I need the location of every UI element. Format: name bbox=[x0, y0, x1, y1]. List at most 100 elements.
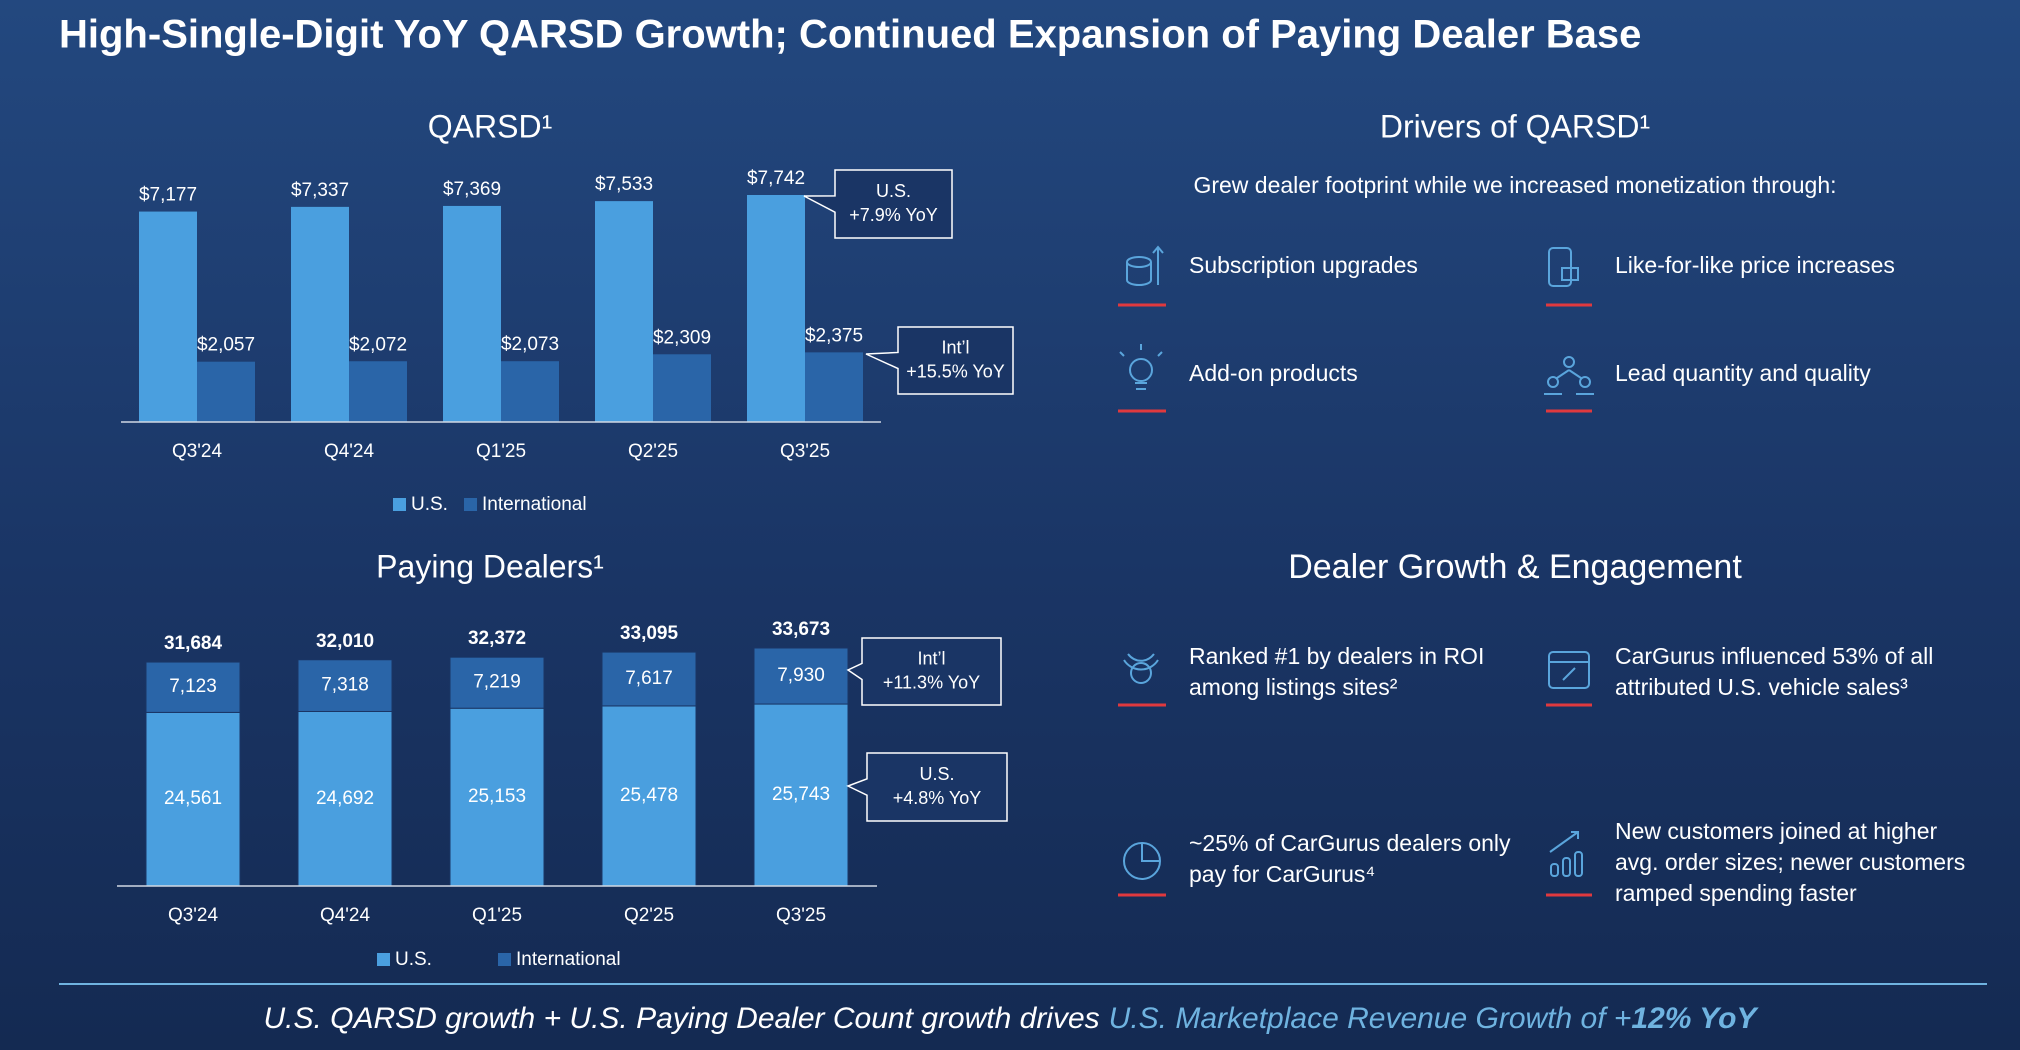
icon bbox=[1549, 831, 1583, 877]
bar bbox=[653, 354, 711, 422]
annotation-box bbox=[865, 326, 1014, 395]
value-label: $7,177 bbox=[139, 185, 197, 206]
engagement-line: Ranked #1 by dealers in ROI bbox=[1189, 643, 1484, 669]
segment-label: 25,743 bbox=[772, 784, 830, 805]
annotation-box bbox=[846, 752, 1008, 822]
segment-label: 24,561 bbox=[164, 788, 222, 809]
engagement-line: avg. order sizes; newer customers bbox=[1615, 849, 1965, 875]
driver-item: Add-on products bbox=[1189, 360, 1358, 386]
icon bbox=[1123, 653, 1159, 684]
total-label: 32,010 bbox=[316, 631, 374, 652]
engagement-title: Dealer Growth & Engagement bbox=[1288, 548, 1742, 586]
annotation-box bbox=[846, 637, 1002, 706]
footer: U.S. QARSD growth + U.S. Paying Dealer C… bbox=[0, 1002, 2020, 1036]
segment-label: 24,692 bbox=[316, 788, 374, 809]
annotation-line: Int’l bbox=[941, 337, 969, 357]
legend-swatch bbox=[498, 953, 511, 966]
total-label: 31,684 bbox=[164, 633, 223, 654]
drivers-subtitle: Grew dealer footprint while we increased… bbox=[1193, 172, 1836, 198]
chart-title: Paying Dealers¹ bbox=[376, 548, 604, 584]
bar-segment bbox=[753, 647, 849, 705]
total-label: 33,673 bbox=[772, 619, 830, 640]
legend-swatch bbox=[393, 498, 406, 511]
bar-segment bbox=[449, 656, 545, 709]
legend-label: International bbox=[516, 949, 621, 970]
value-label: $2,375 bbox=[805, 325, 863, 346]
segment-label: 7,318 bbox=[321, 675, 369, 696]
annotation-line: U.S. bbox=[876, 181, 911, 201]
annotation-line: +15.5% YoY bbox=[906, 361, 1005, 381]
icon bbox=[1544, 356, 1594, 395]
bar bbox=[747, 195, 805, 422]
x-tick-label: Q1'25 bbox=[476, 441, 526, 462]
annotation-line: +11.3% YoY bbox=[883, 672, 980, 692]
footer-text: U.S. QARSD growth + U.S. Paying Dealer C… bbox=[263, 1002, 1100, 1035]
bar-segment bbox=[297, 710, 393, 887]
annotation-line: U.S. bbox=[919, 764, 954, 784]
x-tick-label: Q3'25 bbox=[780, 441, 830, 462]
value-label: $2,057 bbox=[197, 335, 255, 356]
x-tick-label: Q3'24 bbox=[168, 905, 219, 926]
legend-label: U.S. bbox=[395, 949, 432, 970]
engagement-line: attributed U.S. vehicle sales³ bbox=[1615, 674, 1908, 700]
x-tick-label: Q3'24 bbox=[172, 441, 223, 462]
bar bbox=[595, 201, 653, 422]
bar-segment bbox=[449, 707, 545, 887]
x-tick-label: Q4'24 bbox=[324, 441, 375, 462]
segment-label: 7,219 bbox=[473, 672, 521, 693]
x-tick-label: Q1'25 bbox=[472, 905, 522, 926]
value-label: $7,337 bbox=[291, 180, 349, 201]
segment-label: 25,153 bbox=[468, 786, 526, 807]
value-label: $7,369 bbox=[443, 179, 501, 200]
annotation-line: +7.9% YoY bbox=[849, 205, 938, 225]
engagement-line: New customers joined at higher bbox=[1615, 818, 1937, 844]
legend-swatch bbox=[464, 498, 477, 511]
segment-label: 7,930 bbox=[777, 665, 825, 686]
bar-segment bbox=[753, 703, 849, 887]
driver-item: Like-for-like price increases bbox=[1615, 252, 1895, 278]
value-label: $2,309 bbox=[653, 327, 711, 348]
drivers-title: Drivers of QARSD¹ bbox=[1380, 108, 1650, 144]
bar bbox=[443, 205, 501, 422]
value-label: $2,072 bbox=[349, 334, 407, 355]
footer-highlight: U.S. Marketplace Revenue Growth of + bbox=[1108, 1002, 1632, 1035]
engagement-line: ramped spending faster bbox=[1615, 880, 1857, 906]
bar bbox=[349, 361, 407, 422]
total-label: 33,095 bbox=[620, 623, 679, 644]
driver-item: Subscription upgrades bbox=[1189, 252, 1418, 278]
bar bbox=[197, 361, 255, 422]
bar bbox=[501, 361, 559, 422]
engagement-line: pay for CarGurus⁴ bbox=[1189, 861, 1375, 887]
bar-segment bbox=[601, 705, 697, 887]
segment-label: 25,478 bbox=[620, 785, 678, 806]
icon bbox=[1548, 651, 1590, 689]
driver-item: Lead quantity and quality bbox=[1615, 360, 1871, 386]
bar-segment bbox=[297, 659, 393, 712]
value-label: $7,533 bbox=[595, 174, 653, 195]
icon bbox=[1548, 247, 1579, 287]
bar bbox=[805, 352, 863, 422]
legend-swatch bbox=[377, 953, 390, 966]
bar-segment bbox=[145, 711, 241, 887]
bar bbox=[139, 211, 197, 422]
bar-segment bbox=[145, 661, 241, 713]
annotation-line: +4.8% YoY bbox=[893, 788, 982, 808]
chart-title: QARSD¹ bbox=[428, 108, 552, 144]
icon bbox=[1126, 245, 1164, 286]
engagement-line: ~25% of CarGurus dealers only bbox=[1189, 830, 1511, 856]
x-tick-label: Q3'25 bbox=[776, 905, 826, 926]
value-label: $2,073 bbox=[501, 334, 559, 355]
segment-label: 7,123 bbox=[169, 676, 217, 697]
annotation-box bbox=[803, 169, 953, 239]
icon bbox=[1123, 842, 1161, 880]
value-label: $7,742 bbox=[747, 168, 805, 189]
engagement-line: CarGurus influenced 53% of all bbox=[1615, 643, 1933, 669]
legend-label: U.S. bbox=[411, 494, 448, 515]
x-tick-label: Q2'25 bbox=[624, 905, 674, 926]
icon bbox=[1119, 344, 1163, 390]
slide-title: High-Single-Digit YoY QARSD Growth; Cont… bbox=[59, 13, 1641, 57]
bar bbox=[291, 206, 349, 422]
annotation-line: Int’l bbox=[917, 648, 945, 668]
